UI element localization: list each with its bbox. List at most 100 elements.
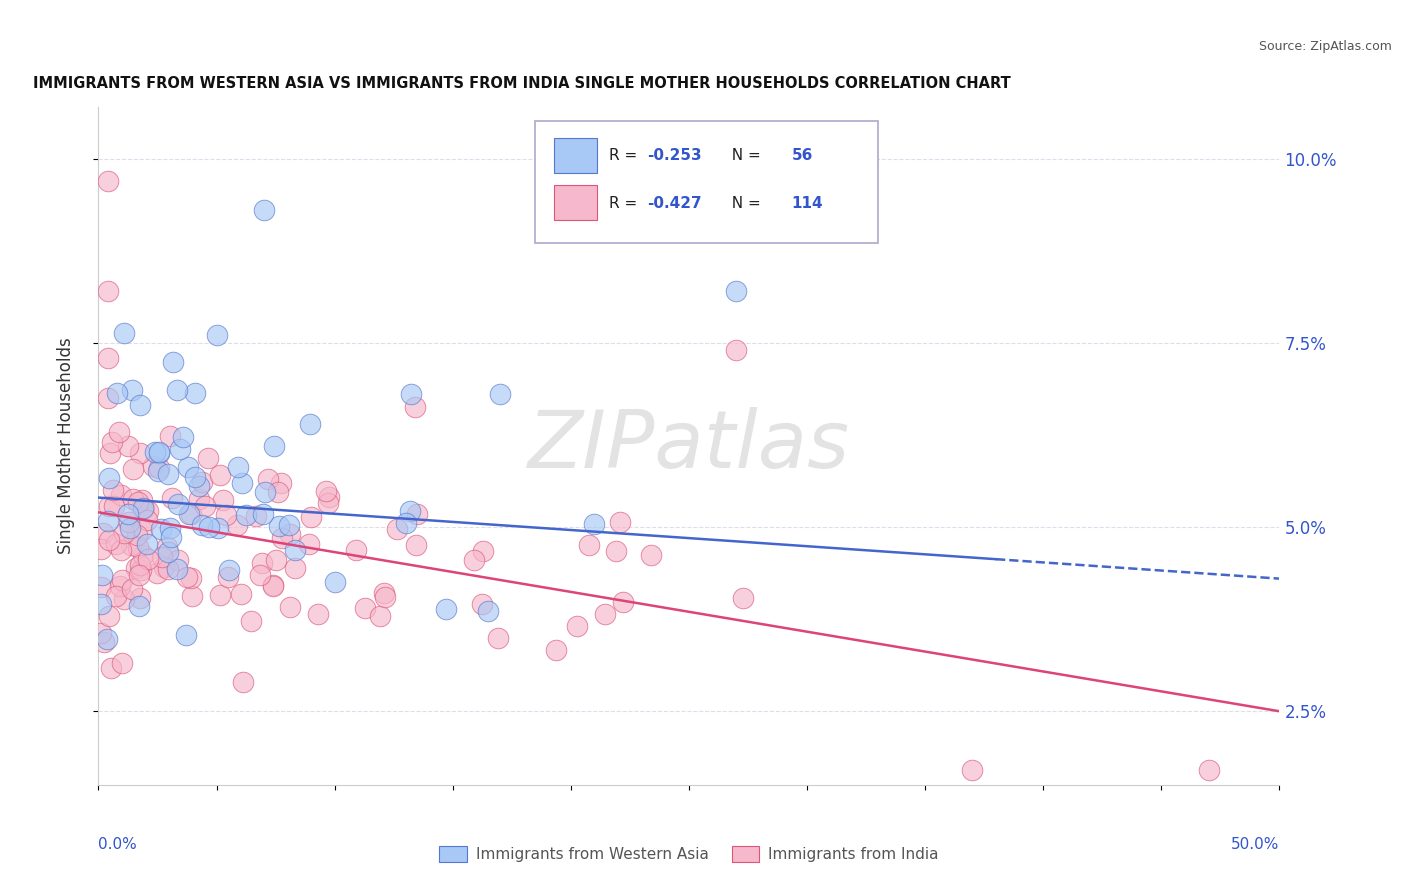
Point — [148, 446, 170, 460]
Point — [98, 609, 121, 624]
Point — [100, 434, 122, 449]
Point — [472, 543, 495, 558]
Point — [235, 508, 257, 522]
Point — [93, 525, 115, 540]
Point — [127, 528, 149, 542]
Point — [240, 614, 263, 628]
Point — [90, 580, 112, 594]
Point — [129, 398, 152, 412]
Point — [270, 476, 292, 491]
Point — [187, 492, 209, 507]
Point — [172, 430, 194, 444]
Point — [232, 674, 254, 689]
Point — [298, 417, 321, 432]
Point — [299, 509, 322, 524]
Point — [90, 626, 112, 640]
Point — [118, 515, 141, 529]
Point — [262, 579, 284, 593]
Point — [176, 570, 198, 584]
Point — [215, 508, 238, 523]
Text: IMMIGRANTS FROM WESTERN ASIA VS IMMIGRANTS FROM INDIA SINGLE MOTHER HOUSEHOLDS C: IMMIGRANTS FROM WESTERN ASIA VS IMMIGRAN… — [34, 76, 1011, 91]
Point — [150, 549, 173, 564]
Point — [105, 385, 128, 400]
Point — [167, 497, 190, 511]
Point — [129, 591, 152, 605]
Point — [270, 532, 292, 546]
Point — [112, 591, 135, 606]
Point — [93, 635, 115, 649]
Point — [278, 527, 301, 541]
Point — [121, 383, 143, 397]
Point — [96, 632, 118, 646]
Point — [399, 504, 422, 518]
Point — [122, 491, 145, 506]
Point — [278, 600, 301, 615]
Point — [97, 499, 120, 513]
Text: -0.253: -0.253 — [648, 148, 702, 163]
Point — [97, 514, 120, 528]
Point — [146, 566, 169, 581]
Point — [97, 285, 120, 299]
Point — [155, 540, 177, 554]
Point — [477, 604, 499, 618]
Point — [284, 542, 307, 557]
Point — [107, 425, 129, 439]
FancyBboxPatch shape — [554, 185, 596, 220]
Point — [128, 599, 150, 613]
Point — [266, 553, 288, 567]
Point — [143, 445, 166, 459]
Point — [159, 521, 181, 535]
Point — [374, 591, 396, 605]
Point — [90, 541, 112, 556]
Point — [249, 568, 271, 582]
Point — [153, 559, 176, 574]
Point — [129, 446, 152, 460]
Point — [132, 548, 155, 562]
Point — [254, 484, 277, 499]
Point — [609, 515, 631, 529]
Point — [544, 642, 567, 657]
Point — [111, 573, 134, 587]
Point — [127, 540, 149, 554]
FancyBboxPatch shape — [536, 120, 877, 243]
Point — [110, 542, 132, 557]
Point — [131, 523, 153, 537]
Point — [1198, 763, 1220, 777]
Point — [146, 464, 169, 478]
Point — [162, 355, 184, 369]
Point — [245, 508, 267, 523]
Point — [385, 522, 408, 536]
Point — [108, 579, 131, 593]
Point — [138, 552, 160, 566]
Point — [159, 530, 181, 544]
Point — [198, 520, 221, 534]
Point — [136, 504, 159, 518]
Point — [132, 500, 155, 515]
Point — [90, 568, 112, 582]
Point — [117, 439, 139, 453]
Point — [262, 578, 284, 592]
Point — [131, 500, 153, 515]
Point — [284, 561, 307, 575]
Point — [267, 518, 290, 533]
Point — [218, 563, 240, 577]
Point — [166, 561, 188, 575]
Point — [90, 597, 112, 611]
Text: -0.427: -0.427 — [648, 196, 702, 211]
Point — [486, 631, 509, 645]
Point — [605, 544, 627, 558]
FancyBboxPatch shape — [554, 137, 596, 173]
Point — [174, 627, 197, 641]
Point — [103, 499, 125, 513]
Point — [640, 548, 662, 562]
Point — [373, 586, 395, 600]
Point — [135, 513, 157, 527]
Point — [121, 582, 143, 597]
Point — [180, 571, 202, 585]
Point — [217, 570, 239, 584]
Point — [191, 475, 214, 490]
Point — [593, 607, 616, 621]
Text: N =: N = — [723, 196, 766, 211]
Point — [97, 174, 120, 188]
Point — [181, 589, 204, 603]
